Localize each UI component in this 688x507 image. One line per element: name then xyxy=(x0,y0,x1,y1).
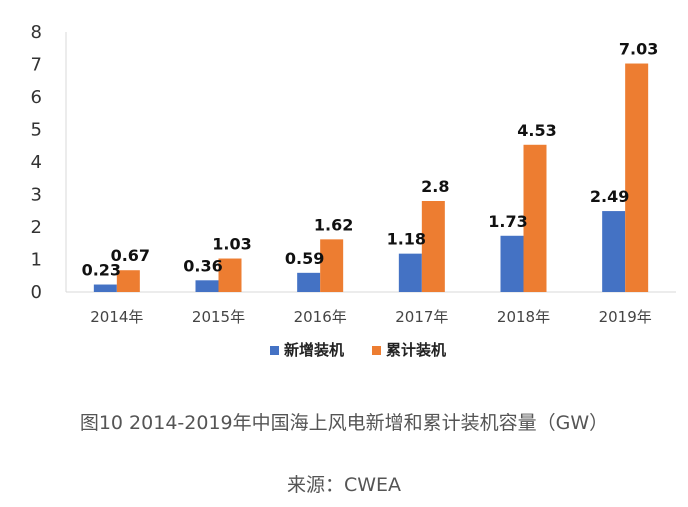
x-tick-label: 2017年 xyxy=(395,308,448,326)
figure-caption: 图10 2014-2019年中国海上风电新增和累计装机容量（GW） xyxy=(79,412,609,434)
legend-label: 累计装机 xyxy=(386,341,446,359)
data-label: 2.8 xyxy=(421,177,449,196)
y-tick-label: 2 xyxy=(31,217,42,238)
data-label: 4.53 xyxy=(517,121,556,140)
data-label: 0.59 xyxy=(285,249,324,268)
data-label: 7.03 xyxy=(619,40,658,59)
y-tick-label: 3 xyxy=(31,185,42,206)
y-tick-label: 4 xyxy=(31,152,42,173)
data-label: 1.62 xyxy=(314,215,353,234)
bar-cumulative-2018年 xyxy=(523,144,547,292)
y-tick-label: 7 xyxy=(31,55,42,76)
data-label: 0.36 xyxy=(183,256,222,275)
data-labels: 0.230.67 0.36 1.03 0.59 1.62 1.18 2.8 1.73 4.53 2… xyxy=(82,40,659,280)
y-tick-label: 0 xyxy=(31,282,42,303)
bar-cumulative-2014年 xyxy=(116,270,140,292)
chart: 0 1 2 3 4 5 6 7 8 0.230.67 0.36 1.03 0.59 1.62 1.18 2.… xyxy=(31,22,676,359)
x-tick-label: 2016年 xyxy=(294,308,347,326)
y-tick-label: 5 xyxy=(31,120,42,141)
axes xyxy=(65,32,676,293)
figure-source: 来源：CWEA xyxy=(286,474,402,496)
x-tick-label: 2018年 xyxy=(497,308,550,326)
data-label: 0.23 xyxy=(82,261,121,280)
y-axis-ticks: 0 1 2 3 4 5 6 7 8 xyxy=(31,22,42,303)
y-tick-label: 6 xyxy=(31,87,42,108)
bar-new-2014年 xyxy=(93,284,117,292)
legend-swatch xyxy=(270,346,279,355)
bar-new-2017年 xyxy=(398,253,422,292)
x-axis-ticks: 2014年 2015年 2016年 2017年 2018年 2019年 xyxy=(90,308,652,326)
legend-label: 新增装机 xyxy=(284,341,344,359)
bar-cumulative-2015年 xyxy=(218,258,242,292)
bar-cumulative-2017年 xyxy=(421,201,445,292)
bar-cumulative-2016年 xyxy=(320,239,344,292)
data-label: 1.73 xyxy=(488,212,527,231)
legend-swatch xyxy=(372,346,381,355)
y-tick-label: 1 xyxy=(31,250,42,271)
data-label: 0.67 xyxy=(111,246,150,265)
bar-cumulative-2019年 xyxy=(625,63,649,293)
data-label: 2.49 xyxy=(590,187,629,206)
bar-new-2016年 xyxy=(297,272,321,292)
x-tick-label: 2014年 xyxy=(90,308,143,326)
x-tick-label: 2015年 xyxy=(192,308,245,326)
y-tick-label: 8 xyxy=(31,22,42,43)
legend: 新增装机 累计装机 xyxy=(270,341,446,359)
bars xyxy=(93,63,649,293)
bar-new-2018年 xyxy=(500,235,524,292)
data-label: 1.18 xyxy=(387,230,426,249)
data-label: 1.03 xyxy=(212,235,251,254)
x-tick-label: 2019年 xyxy=(599,308,652,326)
bar-new-2019年 xyxy=(602,211,626,292)
bar-new-2015年 xyxy=(195,280,219,292)
